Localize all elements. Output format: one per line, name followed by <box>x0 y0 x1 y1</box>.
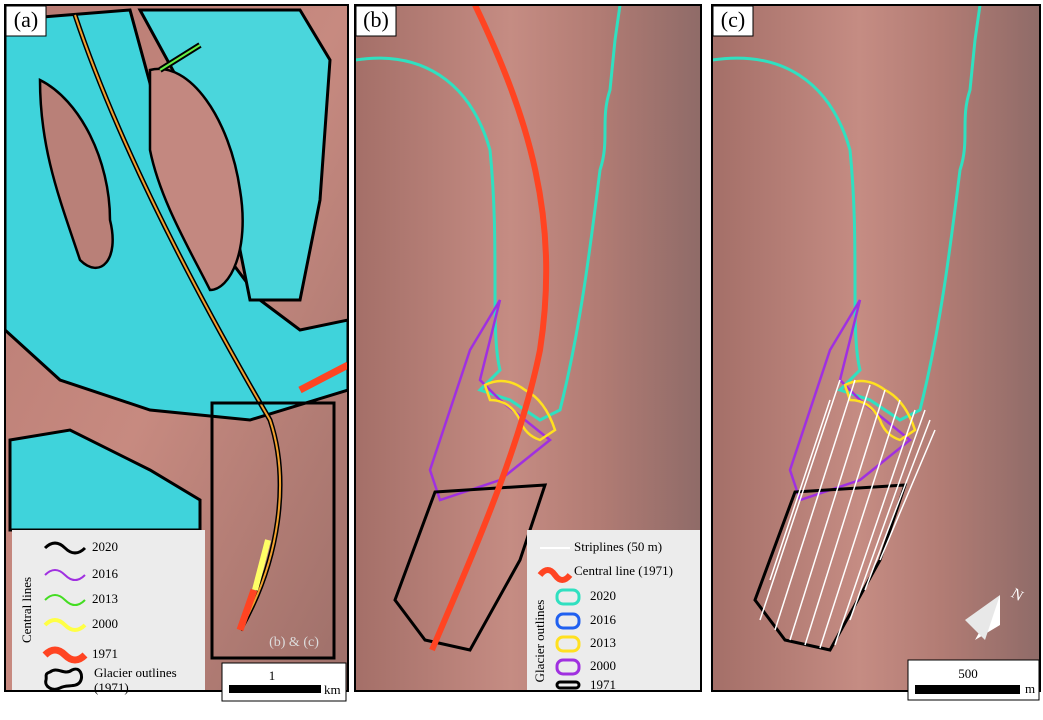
legend-item: 2016 <box>590 612 617 627</box>
panel-label: (c) <box>721 7 745 32</box>
figure: (a) (b) & (c) Central lines 2020 2016 20… <box>0 0 1043 715</box>
legend-title: Central lines <box>19 577 34 643</box>
legend-item: 1971 <box>92 646 118 661</box>
scale-bar-unit: km <box>324 682 341 697</box>
legend-item: 1971 <box>590 677 616 692</box>
legend-item: Striplines (50 m) <box>574 539 662 554</box>
legend-item: Glacier outlines (1971) <box>94 665 202 695</box>
legend-item-wrap: Glacier outlines (1971) <box>94 665 202 697</box>
legend-item: 2016 <box>92 566 119 581</box>
legend-item: 2013 <box>590 635 616 650</box>
panel-c <box>712 5 1040 691</box>
legend-item: 2020 <box>92 539 118 554</box>
scale-bar-value: 1 <box>269 668 276 683</box>
scale-bar-unit: m <box>1025 681 1035 696</box>
panel-label: (a) <box>14 7 38 32</box>
inset-label: (b) & (c) <box>269 635 319 650</box>
legend-item: 2020 <box>590 588 616 603</box>
panel-label: (b) <box>363 7 389 32</box>
legend-group-title: Glacier outlines <box>532 600 547 683</box>
imagery <box>712 5 1040 691</box>
legend-item: Central line (1971) <box>574 563 673 578</box>
scale-bar-value: 500 <box>958 666 978 681</box>
legend-item: 2013 <box>92 591 118 606</box>
scale-bar <box>229 685 321 693</box>
legend-item: 2000 <box>92 616 118 631</box>
scale-bar <box>915 685 1020 694</box>
legend-item: 2000 <box>590 658 616 673</box>
